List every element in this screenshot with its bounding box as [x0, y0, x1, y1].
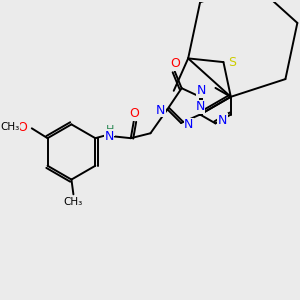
Text: S: S	[228, 56, 236, 69]
Text: H: H	[106, 125, 114, 135]
Text: O: O	[170, 57, 180, 70]
Text: N: N	[195, 100, 205, 113]
Text: O: O	[17, 121, 27, 134]
Text: N: N	[218, 114, 227, 127]
Text: N: N	[104, 130, 114, 143]
Text: O: O	[129, 107, 139, 120]
Text: N: N	[184, 118, 194, 131]
Text: N: N	[196, 84, 206, 98]
Text: N: N	[156, 104, 165, 117]
Text: CH₃: CH₃	[1, 122, 20, 132]
Text: CH₃: CH₃	[64, 197, 83, 207]
